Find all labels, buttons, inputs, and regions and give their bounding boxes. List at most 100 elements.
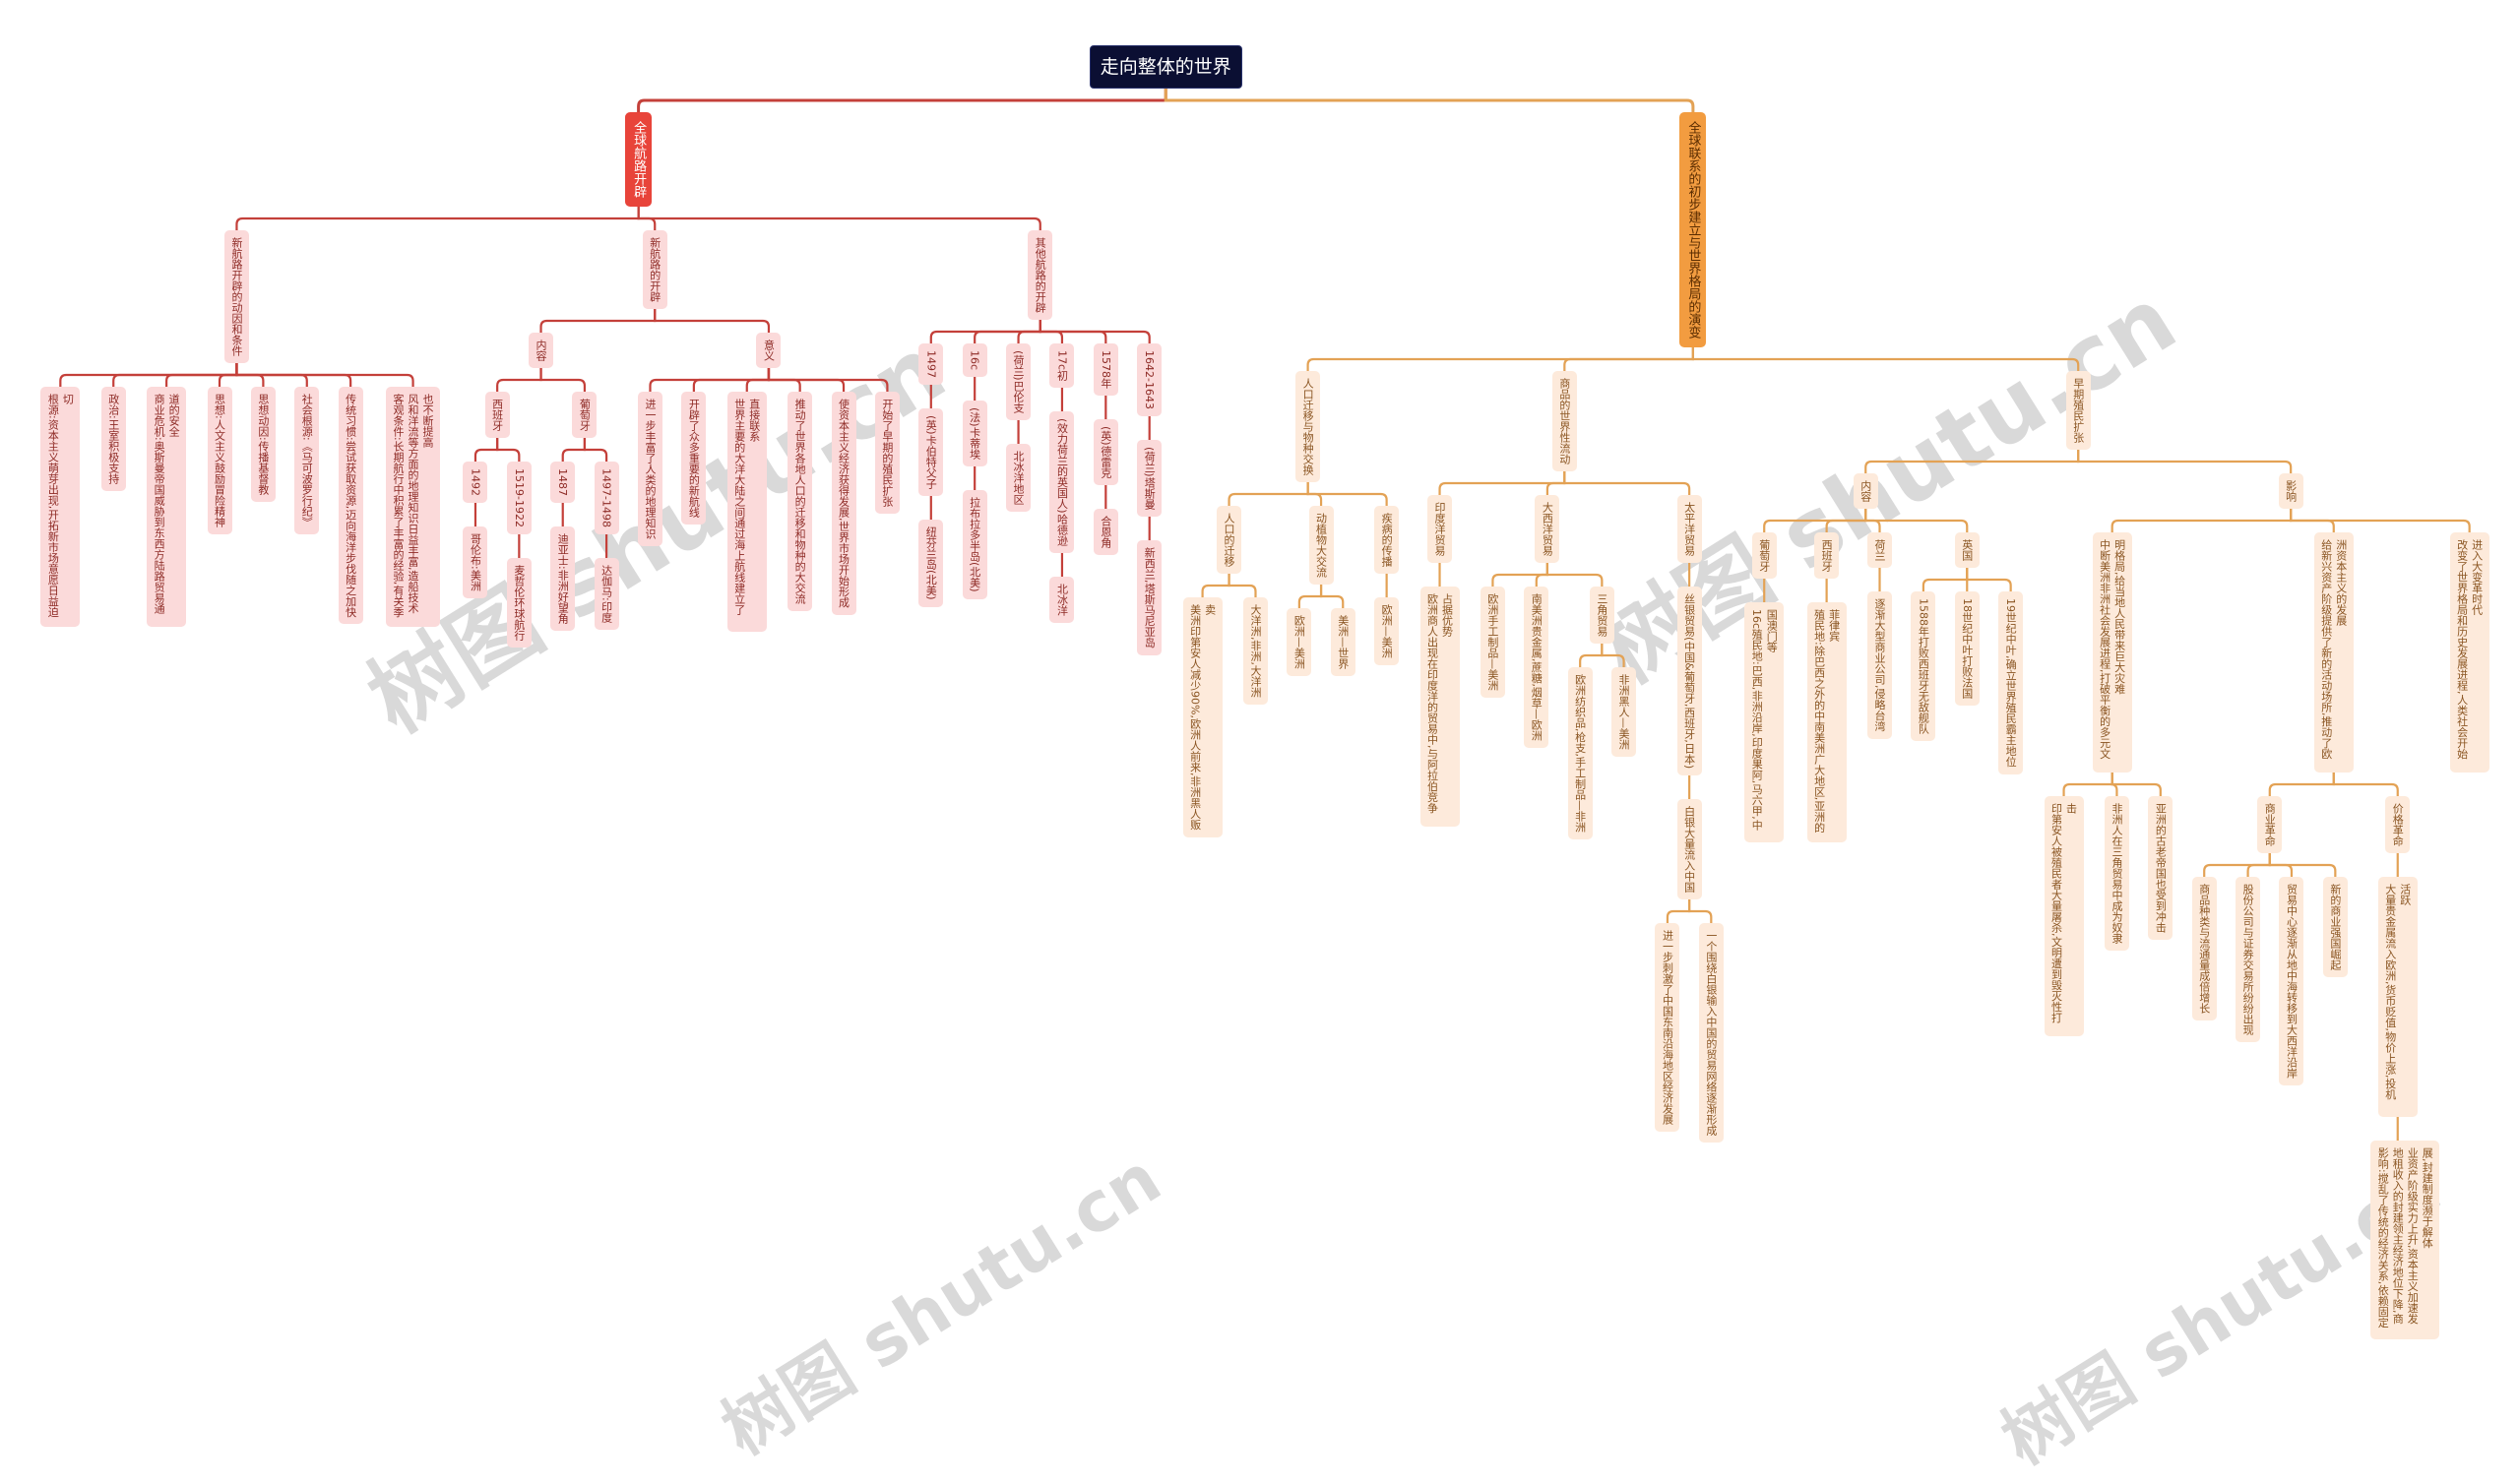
leaf-topic-node[interactable]: 根源:资本主义萌芽出现,开拓新市场意愿日益迫切 bbox=[40, 387, 81, 627]
topic-node[interactable]: 人口迁移与物种交换 bbox=[1295, 371, 1321, 482]
leaf-topic-node[interactable]: 迪亚士:非洲好望角 bbox=[550, 526, 576, 631]
topic-node[interactable]: 意义 bbox=[756, 333, 782, 368]
leaf-topic-node[interactable]: 世界主要的大洋大陆之间通过海上航线建立了直接联系 bbox=[726, 392, 767, 632]
topic-node[interactable]: 人口的迁移 bbox=[1217, 506, 1242, 574]
leaf-topic-node[interactable]: 贸易中心逐渐从地中海转移到大西洋沿岸 bbox=[2279, 877, 2304, 1085]
leaf-topic-node[interactable]: 达伽马:印度 bbox=[594, 558, 619, 630]
leaf-topic-node[interactable]: 美洲—世界 bbox=[1330, 608, 1355, 676]
leaf-topic-node[interactable]: 亚洲的古老帝国也受到冲击 bbox=[2148, 796, 2174, 940]
leaf-topic-node[interactable]: 哥伦布:美洲 bbox=[463, 526, 488, 598]
topic-node[interactable]: 新航路的开辟 bbox=[642, 230, 667, 309]
leaf-topic-node[interactable]: 18世纪中叶打败法国 bbox=[1954, 591, 1980, 706]
leaf-topic-node[interactable]: 欧洲商人出现在印度洋的贸易中,与阿拉伯竞争占据优势 bbox=[1419, 587, 1460, 827]
leaf-topic-node[interactable]: 开辟了众多重要的新航线 bbox=[681, 392, 707, 525]
topic-node[interactable]: 中断美洲非洲社会发展进程,打破平衡的多元文明格局,给当地人民带来巨大灾难 bbox=[2092, 532, 2132, 773]
main-topic-node[interactable]: 全球联系的初步建立与世界格局的演变 bbox=[1679, 112, 1707, 347]
topic-node[interactable]: 疾病的传播 bbox=[1374, 506, 1400, 574]
topic-node[interactable]: 商业革命 bbox=[2257, 796, 2283, 853]
topic-node[interactable]: 印度洋贸易 bbox=[1427, 495, 1453, 563]
topic-node[interactable]: 新航路开辟的动因和条件 bbox=[223, 230, 249, 363]
topic-node[interactable]: 英国 bbox=[1954, 532, 1980, 568]
leaf-topic-node[interactable]: 思想:人文主义鼓励冒险精神 bbox=[207, 387, 232, 534]
topic-node[interactable]: 大量贵金属流入欧洲,货币贬值,物价上涨,投机活跃 bbox=[2377, 877, 2418, 1117]
topic-node[interactable]: 1497-1498 bbox=[594, 462, 619, 534]
leaf-topic-node[interactable]: 传统习惯:尝试获取资源,迈向海洋步伐随之加快 bbox=[338, 387, 363, 625]
leaf-topic-node[interactable]: 思想动因:传播基督教 bbox=[250, 387, 276, 502]
topic-node[interactable]: 早期殖民扩张 bbox=[2065, 371, 2091, 450]
topic-node[interactable]: (法)卡蒂埃 bbox=[962, 401, 987, 466]
topic-node[interactable]: 内容 bbox=[1853, 473, 1878, 509]
leaf-topic-node[interactable]: 影响:搅乱了传统的经济关系,依赖固定地租收入的封建领主经济地位下降,商业资产阶级… bbox=[2370, 1141, 2440, 1339]
leaf-topic-node[interactable]: 纽芬兰岛(北美) bbox=[918, 520, 944, 607]
topic-node[interactable]: 1578年 bbox=[1093, 343, 1118, 396]
leaf-topic-node[interactable]: 欧洲纺织品,枪支,手工制品—非洲 bbox=[1567, 667, 1593, 839]
connector-line bbox=[745, 368, 771, 392]
topic-node[interactable]: 商品的世界性流动 bbox=[1551, 371, 1577, 471]
topic-node[interactable]: 内容 bbox=[529, 333, 554, 368]
topic-node[interactable]: (效力荷兰的英国人)哈德逊 bbox=[1049, 411, 1075, 553]
leaf-topic-node[interactable]: 非洲人在三角贸易中成为奴隶 bbox=[2104, 796, 2129, 951]
leaf-topic-node[interactable]: 殖民地:除巴西之外的中南美洲广大地区,亚洲的菲律宾 bbox=[1806, 602, 1847, 842]
topic-node[interactable]: 1642-1643 bbox=[1137, 343, 1163, 416]
root-topic[interactable]: 走向整体的世界 bbox=[1089, 45, 1242, 89]
leaf-topic-node[interactable]: 欧洲—美洲 bbox=[1287, 608, 1312, 676]
leaf-topic-node[interactable]: 欧洲手工制品—美洲 bbox=[1480, 587, 1505, 698]
leaf-topic-node[interactable]: 16c殖民地:巴西,非洲沿岸,印度果阿,马六甲,中国澳门等 bbox=[1744, 602, 1785, 842]
leaf-topic-node[interactable]: 北冰洋地区 bbox=[1006, 444, 1032, 512]
topic-node[interactable]: 丝银贸易(中国&葡萄牙,西班牙,日本) bbox=[1676, 587, 1702, 776]
leaf-topic-node[interactable]: 欧洲—美洲 bbox=[1374, 597, 1400, 665]
leaf-topic-node[interactable]: 合恩角 bbox=[1093, 509, 1118, 555]
leaf-topic-node[interactable]: 社会根源:《马可波罗行纪》 bbox=[294, 387, 320, 534]
leaf-topic-node[interactable]: 19世纪中叶,确立世界殖民霸主地位 bbox=[1998, 591, 2024, 774]
leaf-topic-node[interactable]: 政治:王室积极支持 bbox=[100, 387, 126, 491]
leaf-topic-node[interactable]: 使资本主义经济获得发展,世界市场开始形成 bbox=[831, 392, 856, 615]
leaf-topic-node[interactable]: 非洲黑人—美洲 bbox=[1611, 667, 1637, 757]
leaf-topic-node[interactable]: 一个围绕白银输入中国的贸易网络逐渐形成 bbox=[1698, 923, 1724, 1143]
topic-node[interactable]: 动植物大交流 bbox=[1308, 506, 1334, 585]
leaf-topic-node[interactable]: 进一步刺激了中国东南沿海地区经济发展 bbox=[1655, 923, 1680, 1132]
leaf-topic-node[interactable]: 1588年打败西班牙无敌舰队 bbox=[1911, 591, 1936, 741]
topic-node[interactable]: 1492 bbox=[463, 462, 488, 503]
leaf-topic-node[interactable]: 客观条件:长期航行中积累了丰富的经验,有关季风和洋流等方面的地理知识日益丰富,造… bbox=[386, 387, 441, 627]
topic-node[interactable]: 太平洋贸易 bbox=[1676, 495, 1702, 563]
topic-node[interactable]: 1487 bbox=[550, 462, 576, 503]
leaf-topic-node[interactable]: 推动了世界各地人口的迁移和物种的大交流 bbox=[788, 392, 813, 611]
leaf-topic-node[interactable]: 改变了世界格局和历史发展进程,人类社会开始进入大变革时代 bbox=[2449, 532, 2489, 773]
leaf-topic-node[interactable]: 股份公司与证券交易所纷纷出现 bbox=[2236, 877, 2261, 1042]
leaf-topic-node[interactable]: 南美洲贵金属,蔗糖,烟草—欧洲 bbox=[1524, 587, 1549, 748]
topic-node[interactable]: 影响 bbox=[2278, 473, 2303, 509]
main-topic-node[interactable]: 全球航路开辟 bbox=[625, 112, 653, 207]
topic-node[interactable]: (荷兰)塔斯曼 bbox=[1137, 440, 1163, 517]
leaf-topic-node[interactable]: 新的商业强国崛起 bbox=[2322, 877, 2348, 977]
leaf-topic-node[interactable]: 新西兰,塔斯马尼亚岛 bbox=[1137, 540, 1163, 655]
topic-node[interactable]: 给新兴资产阶级提供了新的活动场所,推动了欧洲资本主义的发展 bbox=[2313, 532, 2354, 773]
topic-node[interactable]: 三角贸易 bbox=[1589, 587, 1614, 644]
leaf-topic-node[interactable]: 开始了早期的殖民扩张 bbox=[874, 392, 900, 514]
leaf-topic-node[interactable]: 拉布拉多半岛(北美) bbox=[962, 490, 987, 599]
topic-node[interactable]: (英)德雷克 bbox=[1093, 419, 1118, 485]
topic-node[interactable]: (荷兰)巴伦支 bbox=[1006, 343, 1032, 420]
topic-node[interactable]: 大西洋贸易 bbox=[1535, 495, 1560, 563]
leaf-topic-node[interactable]: 美洲印第安人减少90%,欧洲人前来,非洲黑人贩卖 bbox=[1182, 597, 1223, 837]
topic-node[interactable]: 葡萄牙 bbox=[1751, 532, 1777, 579]
leaf-topic-node[interactable]: 北冰洋 bbox=[1049, 577, 1075, 623]
topic-node[interactable]: 荷兰 bbox=[1867, 532, 1892, 568]
topic-node[interactable]: 葡萄牙 bbox=[572, 392, 598, 438]
leaf-topic-node[interactable]: 麦哲伦环球航行 bbox=[506, 558, 532, 648]
leaf-topic-node[interactable]: 商业危机:奥斯曼帝国威胁到东西方陆路贸易通道的安全 bbox=[147, 387, 187, 627]
topic-node[interactable]: 白银大量流入中国 bbox=[1676, 799, 1702, 899]
leaf-topic-node[interactable]: 大洋洲,非洲,大洋洲 bbox=[1242, 597, 1268, 705]
topic-node[interactable]: 西班牙 bbox=[1814, 532, 1840, 579]
topic-node[interactable]: 西班牙 bbox=[484, 392, 510, 438]
leaf-topic-node[interactable]: 商品种类与流通量成倍增长 bbox=[2191, 877, 2217, 1020]
topic-node[interactable]: 16c bbox=[962, 343, 987, 378]
topic-node[interactable]: 17c初 bbox=[1049, 343, 1075, 389]
topic-node[interactable]: 1497 bbox=[918, 343, 944, 385]
topic-node[interactable]: 价格革命 bbox=[2385, 796, 2411, 853]
topic-node[interactable]: 其他航路的开辟 bbox=[1028, 230, 1053, 320]
topic-node[interactable]: 1519-1922 bbox=[506, 462, 532, 534]
leaf-topic-node[interactable]: 进一步丰富了人类的地理知识 bbox=[637, 392, 662, 546]
leaf-topic-node[interactable]: 印第安人被殖民者大量屠杀,文明遭到毁灭性打击 bbox=[2044, 796, 2084, 1036]
topic-node[interactable]: (英)卡伯特父子 bbox=[918, 408, 944, 496]
leaf-topic-node[interactable]: 逐渐大型商业公司,侵略台湾 bbox=[1867, 591, 1892, 739]
